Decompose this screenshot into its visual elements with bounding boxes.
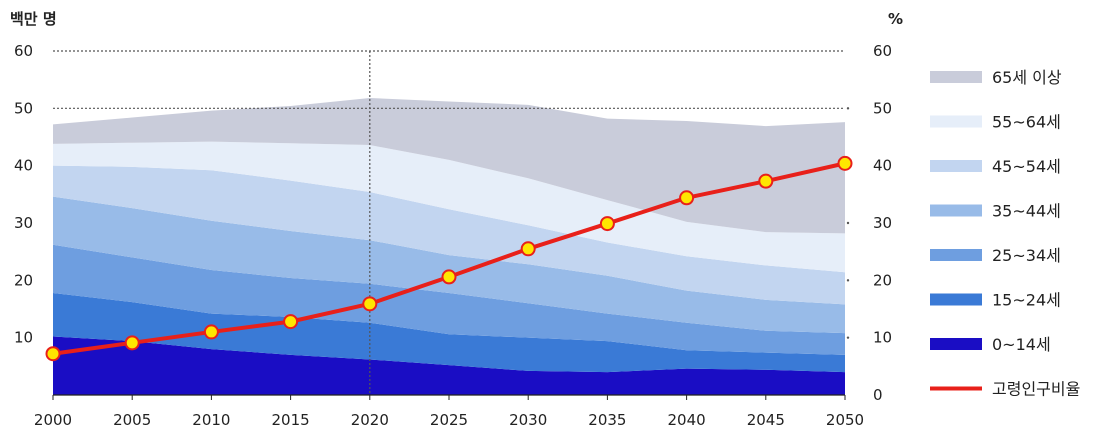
stacked-areas — [53, 98, 845, 395]
x-tick-label: 2025 — [430, 411, 468, 429]
gridlines — [53, 50, 845, 395]
legend-label: 55~64세 — [992, 113, 1061, 132]
legend-label-line: 고령인구비율 — [992, 380, 1080, 399]
elderly-ratio-marker-2050 — [837, 155, 853, 171]
legend-label: 15~24세 — [992, 291, 1061, 310]
right-tick-label: 40 — [873, 157, 892, 175]
area-series-2 — [53, 244, 845, 355]
x-tick-label: 2015 — [272, 411, 310, 429]
right-tick-label: 30 — [873, 214, 892, 232]
right-tick-label: 0 — [873, 386, 883, 404]
x-tick-label: 2005 — [113, 411, 151, 429]
left-tick-label: 10 — [14, 329, 33, 347]
elderly-ratio-line-layer — [45, 155, 853, 362]
elderly-ratio-marker-2040 — [679, 190, 695, 206]
left-tick-label: 30 — [14, 214, 33, 232]
x-tick-label: 2040 — [668, 411, 706, 429]
elderly-ratio-marker-2030 — [520, 241, 536, 257]
elderly-ratio-marker-2025 — [441, 269, 457, 285]
area-series-5 — [53, 141, 845, 273]
left-tick-label: 60 — [14, 42, 33, 60]
right-tick-mark — [846, 221, 850, 225]
legend-swatch-2 — [930, 160, 982, 172]
right-tick-label: 60 — [873, 42, 892, 60]
legend-swatch-4 — [930, 249, 982, 261]
legend-label: 65세 이상 — [992, 68, 1062, 87]
left-tick-label: 50 — [14, 99, 33, 117]
right-tick-mark — [846, 279, 850, 282]
x-tick-label: 2030 — [509, 411, 547, 429]
right-tick-mark — [846, 107, 850, 110]
elderly-ratio-marker-2000 — [45, 346, 61, 362]
area-series-1 — [53, 292, 845, 373]
elderly-ratio-marker-2005 — [124, 335, 140, 351]
elderly-ratio-marker-2015 — [283, 314, 299, 330]
right-tick-label: 10 — [873, 329, 892, 347]
x-tick-label: 2010 — [192, 411, 230, 429]
area-series-4 — [53, 165, 845, 305]
x-tick-label: 2035 — [588, 411, 626, 429]
area-series-6 — [53, 98, 845, 234]
right-tick-label: 20 — [873, 271, 892, 289]
x-tick-label: 2045 — [747, 411, 785, 429]
right-axis-unit: % — [888, 10, 903, 28]
legend-label: 0~14세 — [992, 335, 1051, 354]
legend-label: 35~44세 — [992, 202, 1061, 221]
area-series-3 — [53, 196, 845, 334]
x-tick-label: 2000 — [34, 411, 72, 429]
elderly-ratio-marker-2020 — [362, 296, 378, 312]
legend-swatch-6 — [930, 338, 982, 350]
x-tick-label: 2020 — [351, 411, 389, 429]
legend-swatch-3 — [930, 204, 982, 217]
legend-swatch-0 — [930, 71, 982, 83]
x-tick-label: 2050 — [826, 411, 864, 429]
elderly-ratio-marker-2045 — [758, 173, 774, 189]
area-series-0 — [53, 336, 845, 395]
right-tick-label: 50 — [873, 99, 892, 117]
legend-label: 45~54세 — [992, 157, 1061, 176]
legend-swatch-1 — [930, 115, 982, 128]
left-axis-unit: 백만 명 — [10, 10, 57, 28]
elderly-ratio-marker-2035 — [599, 216, 615, 232]
left-tick-label: 40 — [14, 157, 33, 175]
legend: 65세 이상 55~64세 45~54세 35~44세 25~34세 15~24세 0~14… — [930, 68, 1080, 399]
left-tick-label: 20 — [14, 271, 33, 289]
axes: 2000 2005 2010 2015 2020 2025 2030 2035 2040 2045… — [14, 42, 892, 429]
elderly-ratio-marker-2010 — [203, 324, 219, 340]
legend-label: 25~34세 — [992, 246, 1061, 265]
right-tick-mark — [846, 336, 850, 339]
legend-swatch-5 — [930, 293, 982, 306]
